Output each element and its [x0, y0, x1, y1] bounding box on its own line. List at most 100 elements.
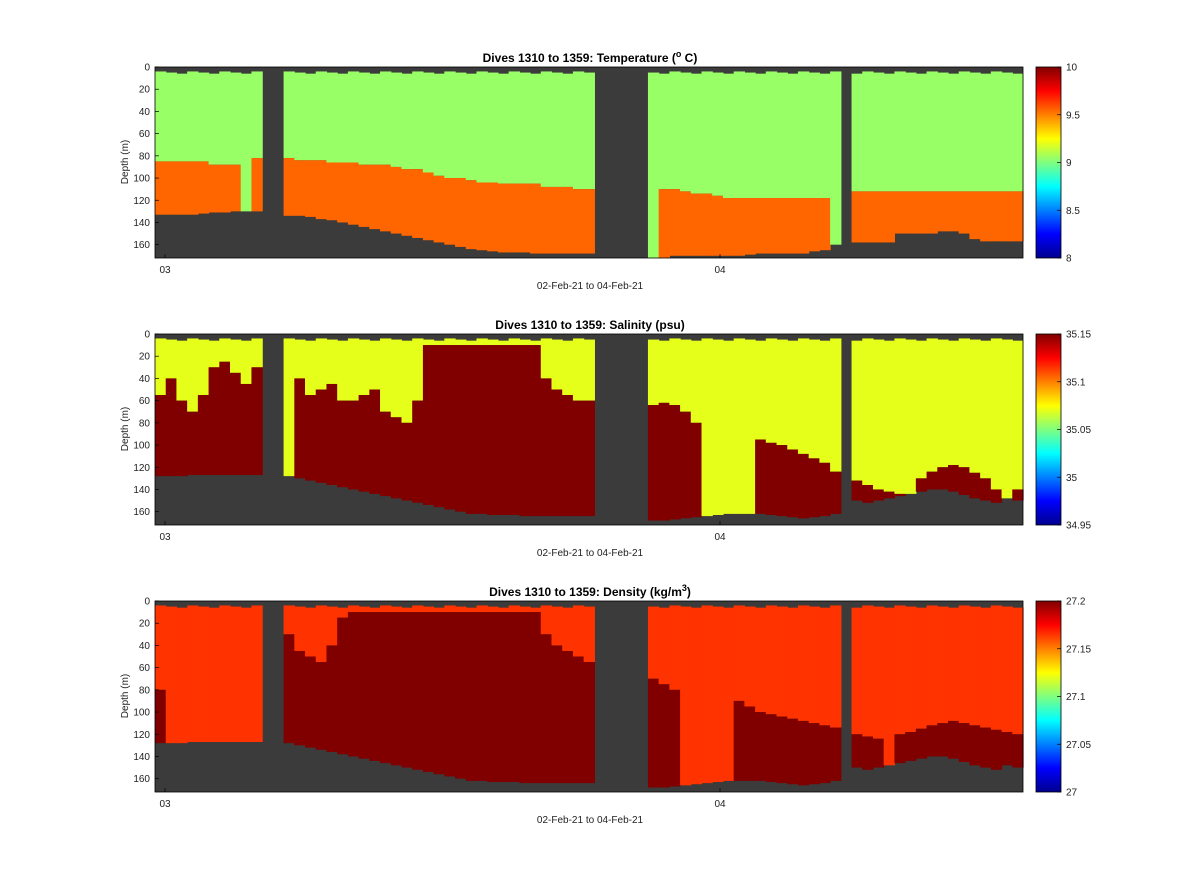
temperature-cell-upper [915, 73, 928, 192]
temperature-cell-lower [487, 182, 499, 252]
density-cell-lower [315, 662, 328, 750]
temperature-cell-lower [787, 198, 799, 254]
temperature-cell-lower [176, 161, 188, 215]
density-cell-upper [915, 607, 928, 729]
temperature-cell-lower [305, 160, 317, 217]
density-cell-lower [926, 725, 938, 757]
temperature-cell-upper [380, 71, 392, 165]
salinity-cell-upper [765, 338, 778, 443]
salinity-cell [1001, 339, 1013, 499]
salinity-cell-upper [444, 338, 456, 346]
salinity-cell-lower [947, 465, 960, 492]
density-plot-frame [154, 600, 1024, 793]
salinity-cell-upper [862, 338, 874, 486]
salinity-cell-lower [326, 383, 338, 486]
salinity-cell-lower [176, 400, 188, 477]
temperature-cell-lower [990, 191, 1003, 242]
density-cell-lower [519, 612, 531, 784]
density-cell-upper [283, 605, 295, 635]
salinity-cell-upper [958, 338, 971, 468]
salinity-cell-lower [240, 383, 253, 476]
density-cell-upper [990, 605, 1003, 730]
density-cell-upper [947, 607, 960, 721]
salinity-title: Dives 1310 to 1359: Salinity (psu) [495, 318, 684, 332]
temperature-cell-upper [669, 71, 681, 190]
salinity-heatmap [155, 334, 1024, 525]
density-cell-upper [347, 605, 360, 613]
temperature-cell-lower [722, 198, 735, 256]
salinity-cell-lower [776, 445, 788, 517]
salinity-cell-upper [326, 339, 338, 384]
temperature-cell-upper [808, 72, 820, 199]
temperature-cell-upper [208, 73, 220, 165]
temperature-y-tick-label: 20 [139, 85, 151, 96]
density-cell [219, 605, 231, 743]
salinity-cell-lower [530, 345, 542, 517]
temperature-cell [830, 71, 842, 245]
density-cell-lower [444, 612, 456, 777]
salinity-cell-upper [851, 340, 863, 481]
temperature-cell-lower [251, 158, 263, 212]
salinity-cell-upper [530, 340, 542, 346]
density-ylabel: Depth (m) [120, 674, 131, 718]
salinity-cell-lower [958, 467, 971, 496]
temperature-cell-lower [851, 191, 863, 243]
salinity-cell-upper [465, 340, 478, 346]
density-cell-lower [647, 678, 660, 788]
density-cell-upper [155, 605, 167, 690]
temperature-cell-lower [219, 164, 231, 213]
salinity-cell-lower [819, 462, 831, 517]
salinity-cell-lower [765, 442, 778, 516]
density-cell-lower [1012, 734, 1024, 768]
salinity-cell-lower [305, 395, 317, 481]
density-y-tick-label: 0 [144, 597, 150, 608]
salinity-cell-upper [155, 338, 167, 396]
density-cell-lower [412, 612, 424, 770]
density-cell-upper [433, 607, 445, 613]
salinity-cell-lower [669, 405, 681, 520]
salinity-colorbar-ticks: 35.15 35.1 35.05 35 34.95 [1057, 330, 1091, 532]
temperature-cell-upper [487, 72, 499, 183]
density-cell-upper [508, 605, 520, 613]
salinity-cell-upper [669, 338, 681, 406]
temperature-cell-lower [165, 161, 178, 215]
salinity-cell [722, 340, 735, 514]
temperature-cell-lower [680, 191, 692, 256]
density-cell-lower [283, 634, 295, 744]
salinity-cell-upper [583, 339, 595, 401]
density-cell-lower [337, 617, 349, 755]
salinity-cell-upper [219, 338, 231, 362]
density-cell-upper [497, 607, 510, 613]
temperature-cell-lower [669, 189, 681, 256]
temperature-colorbar [1035, 66, 1062, 259]
temperature-cell-upper [926, 71, 938, 192]
salinity-cell-lower [433, 345, 445, 508]
temperature-cell-upper [540, 71, 553, 187]
temperature-cell [647, 72, 660, 258]
density-cell-lower [744, 706, 756, 781]
temperature-cell-upper [658, 73, 670, 190]
temperature-cell-upper [497, 73, 510, 184]
salinity-cell-lower [862, 485, 874, 503]
density-x-tick-label: 03 [159, 799, 171, 810]
temperature-cell-upper [165, 72, 178, 162]
salinity-cell-upper [647, 339, 660, 406]
salinity-cell-upper [455, 339, 467, 346]
density-cell-lower [347, 612, 360, 757]
salinity-cell-upper [347, 338, 360, 401]
salinity-colorbar-tick-label: 35.05 [1066, 425, 1091, 436]
salinity-cell-upper [540, 338, 553, 379]
temperature-cell-upper [326, 72, 338, 163]
salinity-cell-lower [894, 493, 906, 497]
temperature-cell-upper [765, 71, 778, 199]
salinity-cell-upper [487, 339, 499, 346]
temperature-cell-upper [969, 72, 981, 192]
salinity-cell-lower [658, 402, 670, 521]
density-cell-lower [776, 716, 788, 784]
density-cell-upper [487, 606, 499, 613]
salinity-x-tick-label: 04 [714, 532, 726, 543]
salinity-colorbar-tick-label: 35.1 [1066, 377, 1086, 388]
salinity-cell [283, 338, 295, 477]
temperature-y-tick-label: 0 [144, 63, 150, 74]
salinity-y-tick-label: 140 [133, 485, 150, 496]
